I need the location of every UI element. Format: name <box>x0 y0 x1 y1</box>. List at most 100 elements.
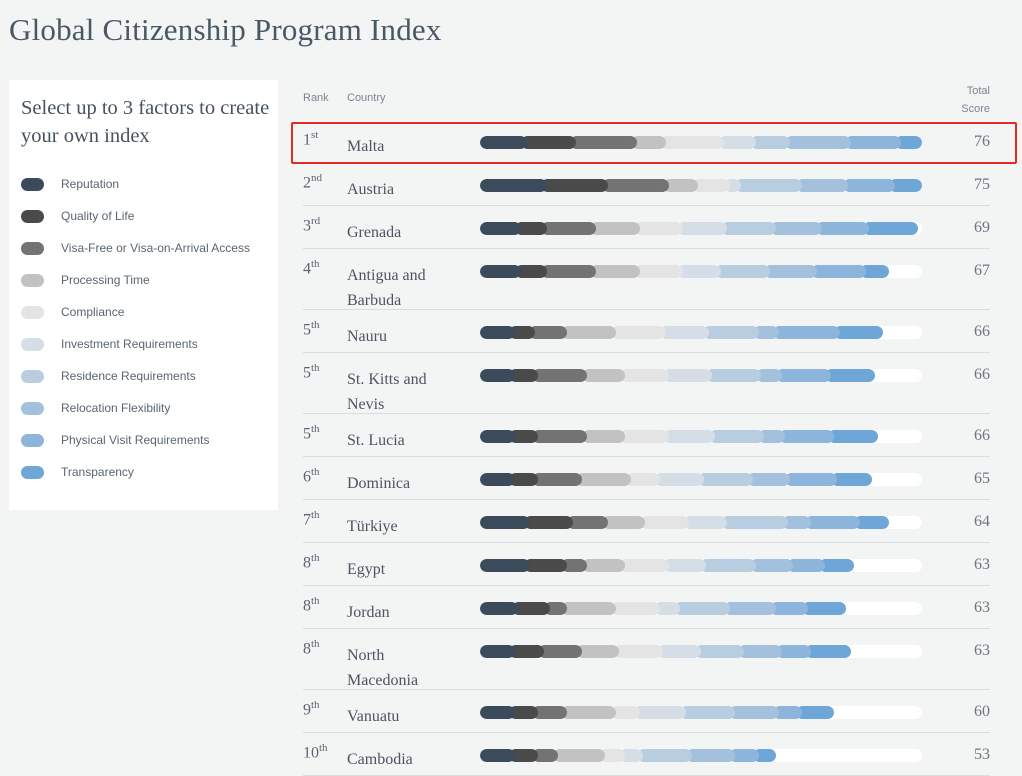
score-bar-segment <box>561 706 617 719</box>
table-row[interactable]: 5th St. Lucia 66 <box>303 414 990 457</box>
score-bar-segment <box>538 645 582 658</box>
rank-number: 5 <box>303 425 311 443</box>
table-row[interactable]: 1st Malta 76 <box>303 120 990 163</box>
score-bar-segment <box>845 136 901 149</box>
score-bar-segment <box>683 516 727 529</box>
table-row[interactable]: 8th Jordan 63 <box>303 586 990 629</box>
country-name[interactable]: Malta <box>347 138 385 155</box>
score-bar-segment <box>801 602 846 615</box>
page-title: Global Citizenship Program Index <box>9 12 442 47</box>
score-bar-segment <box>480 265 521 278</box>
country-name[interactable]: Nauru <box>347 328 387 345</box>
score-bar-segment <box>480 430 515 443</box>
score-bar-segment <box>746 473 791 486</box>
country-name[interactable]: Cambodia <box>347 751 413 768</box>
rank-suffix: th <box>311 258 320 270</box>
score-bar-segment <box>755 369 782 382</box>
country-name[interactable]: Dominica <box>347 475 411 492</box>
factor-option[interactable]: Residence Requirements <box>9 360 278 392</box>
table-row[interactable]: 2nd Austria 75 <box>303 163 990 206</box>
score-bar-segment <box>509 369 539 382</box>
country-name[interactable]: Antigua and Barbuda <box>347 267 426 309</box>
total-score: 63 <box>974 642 990 659</box>
score-bar-segment <box>735 179 803 192</box>
score-bar-segment <box>700 559 756 572</box>
factor-option[interactable]: Transparency <box>9 456 278 488</box>
score-bar-segment <box>480 706 515 719</box>
score-bar-segment <box>601 179 669 192</box>
table-row[interactable]: 8th North Macedonia 63 <box>303 629 990 690</box>
score-bar <box>480 369 922 382</box>
factor-option[interactable]: Visa-Free or Visa-on-Arrival Access <box>9 232 278 264</box>
table-row[interactable]: 8th Egypt 63 <box>303 543 990 586</box>
score-bar-segment <box>480 749 515 762</box>
score-bar <box>480 706 922 719</box>
country-name[interactable]: Egypt <box>347 561 386 578</box>
country-name[interactable]: Jordan <box>347 604 390 621</box>
country-name[interactable]: Vanuatu <box>347 708 400 725</box>
score-bar-segment <box>613 645 663 658</box>
score-bar-segment <box>894 136 922 149</box>
factor-color-swatch <box>21 305 44 319</box>
score-bar-segment <box>772 706 803 719</box>
score-bar-segment <box>625 473 660 486</box>
table-row[interactable]: 6th Dominica 65 <box>303 457 990 500</box>
country-name[interactable]: Türkiye <box>347 518 398 535</box>
score-bar-segment <box>561 559 588 572</box>
factor-label: Investment Requirements <box>61 337 198 351</box>
factor-option[interactable]: Investment Requirements <box>9 328 278 360</box>
table-row[interactable]: 7th Türkiye 64 <box>303 500 990 543</box>
total-score: 75 <box>974 176 990 193</box>
total-score: 65 <box>974 470 990 487</box>
score-bar-segment <box>662 179 698 192</box>
country-name[interactable]: St. Kitts and Nevis <box>347 371 427 413</box>
score-bar-segment <box>828 430 878 443</box>
rank-cell: 10th <box>303 742 328 762</box>
table-row[interactable]: 9th Vanuatu 60 <box>303 690 990 733</box>
country-name[interactable]: Grenada <box>347 224 402 241</box>
score-bar-segment <box>523 516 573 529</box>
score-bar <box>480 602 922 615</box>
score-bar-segment <box>532 369 588 382</box>
rank-suffix: th <box>311 423 320 435</box>
rank-cell: 7th <box>303 509 320 529</box>
table-row[interactable]: 3rd Grenada 69 <box>303 206 990 249</box>
rank-suffix: st <box>311 129 319 141</box>
country-name[interactable]: North Macedonia <box>347 647 419 689</box>
score-bar-segment <box>509 326 536 339</box>
score-bar-segment <box>717 136 756 149</box>
factor-option[interactable]: Reputation <box>9 168 278 200</box>
score-bar-segment <box>480 222 521 235</box>
score-bar <box>480 645 922 658</box>
factor-label: Quality of Life <box>61 209 135 223</box>
score-bar <box>480 265 922 278</box>
country-name[interactable]: St. Lucia <box>347 432 405 449</box>
rank-suffix: th <box>311 638 320 650</box>
score-bar-segment <box>772 326 840 339</box>
rank-number: 3 <box>303 217 311 235</box>
score-bar-segment <box>778 430 834 443</box>
factor-option[interactable]: Compliance <box>9 296 278 328</box>
factor-option[interactable]: Relocation Flexibility <box>9 392 278 424</box>
table-row[interactable]: 5th St. Kitts and Nevis 66 <box>303 353 990 414</box>
factor-option[interactable]: Quality of Life <box>9 200 278 232</box>
score-bar-segment <box>825 369 875 382</box>
table-row[interactable]: 5th Nauru 66 <box>303 310 990 353</box>
factor-label: Transparency <box>61 465 134 479</box>
country-name[interactable]: Austria <box>347 181 395 198</box>
rank-suffix: nd <box>311 172 322 184</box>
rank-cell: 8th <box>303 595 320 615</box>
score-bar <box>480 516 922 529</box>
score-bar-segment <box>662 559 707 572</box>
score-bar-segment <box>590 265 640 278</box>
rank-number: 10 <box>303 744 319 762</box>
score-bar-segment <box>804 516 861 529</box>
rank-number: 8 <box>303 640 311 658</box>
table-row[interactable]: 4th Antigua and Barbuda 67 <box>303 249 990 310</box>
score-bar <box>480 749 922 762</box>
table-row[interactable]: 10th Cambodia 53 <box>303 733 990 776</box>
total-score: 67 <box>974 262 990 279</box>
factor-option[interactable]: Physical Visit Requirements <box>9 424 278 456</box>
rank-cell: 5th <box>303 362 320 382</box>
factor-option[interactable]: Processing Time <box>9 264 278 296</box>
